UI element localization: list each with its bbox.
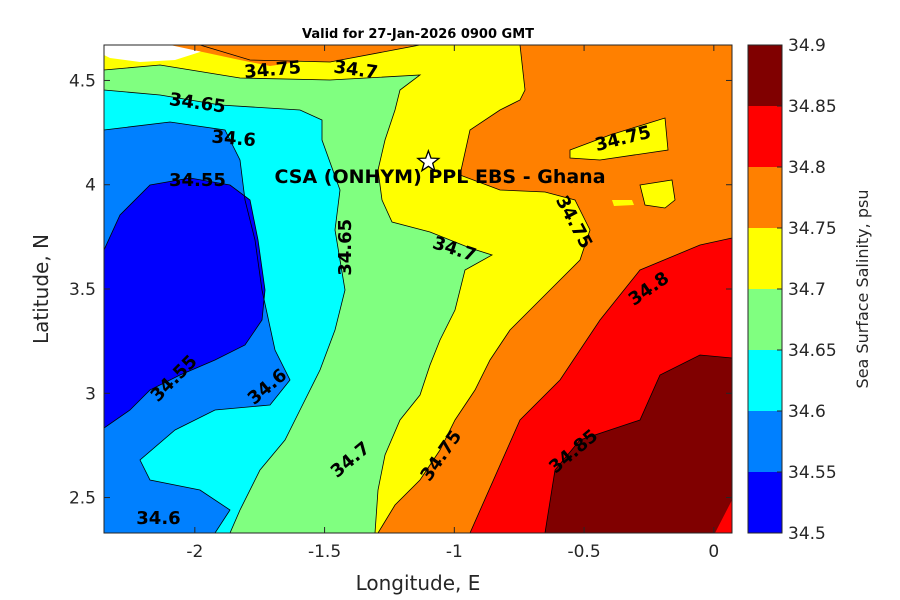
x-tick-label: -0.5 [567,542,600,562]
contour-line [639,179,676,209]
colorbar-segment [748,167,782,228]
contour-band-34.5 [104,178,265,428]
colorbar-tick-label: 34.85 [788,97,837,117]
y-axis: 2.5 3 3.5 4 4.5 [69,71,732,509]
y-tick-label: 4 [85,176,96,196]
colorbar-segment [748,472,782,533]
x-axis-title: Longitude, E [356,571,481,595]
contour-label: 34.75 [243,57,302,83]
contour-fill [104,45,732,533]
y-tick-label: 3.5 [69,280,96,300]
site-marker-group: CSA (ONHYM) PPL EBS - Ghana [274,148,606,188]
contour-line [377,45,591,533]
contour-band-34.75-island [680,96,690,102]
contour-line [199,45,421,63]
x-tick-label: -2 [186,542,203,562]
contour-label: 34.6 [136,508,180,529]
colorbar-tick-label: 34.9 [788,36,826,56]
colorbar-tick-label: 34.8 [788,158,826,178]
colorbar-tick-label: 34.55 [788,463,837,483]
colorbar-segment [748,350,782,411]
contour-band-34.85 [545,355,732,533]
no-data-region [104,45,210,62]
colorbar-tick-label: 34.65 [788,341,837,361]
y-tick-label: 3 [85,384,96,404]
contour-line [104,177,266,429]
x-tick-label: -1.5 [308,542,341,562]
y-tick-label: 2.5 [69,489,96,509]
star-icon[interactable] [416,148,441,173]
colorbar-segment [748,106,782,167]
colorbar-segment [748,289,782,350]
colorbar-tick-label: 34.75 [788,219,837,239]
colorbar-title: Sea Surface Salinity, psu [853,190,872,389]
contour-line [569,117,669,161]
colorbar-segment [748,228,782,289]
contour-line [104,64,494,533]
colorbar-segment [748,45,782,106]
contour-label: 34.65 [335,219,356,276]
y-axis-title: Latitude, N [29,234,53,344]
plot-title: Valid for 27-Jan-2026 0900 GMT [302,27,534,42]
site-label: CSA (ONHYM) PPL EBS - Ghana [274,166,605,188]
colorbar-tick-label: 34.6 [788,402,826,422]
contour-line [469,237,732,533]
contour-label: 34.6 [211,126,257,151]
contour-lines [104,45,732,533]
colorbar: 34.5 34.55 34.6 34.65 34.7 34.75 34.8 34.85 34.9 [747,36,837,544]
contour-line [104,89,346,533]
colorbar-segment [748,411,782,472]
contour-line [104,121,291,533]
x-tick-label: 0 [708,542,719,562]
contour-band-34.7-island-3 [612,200,634,206]
contour-band-34.7-island-2 [640,180,675,208]
colorbar-tick-label: 34.5 [788,524,826,544]
x-axis: -2 -1.5 -1 -0.5 0 [186,45,719,562]
colorbar-tick-label: 34.7 [788,280,826,300]
contour-label: 34.55 [169,170,226,191]
contour-band-34.7-island [570,118,668,160]
y-tick-label: 4.5 [69,71,96,91]
contour-line [544,354,732,533]
x-tick-label: -1 [446,542,463,562]
